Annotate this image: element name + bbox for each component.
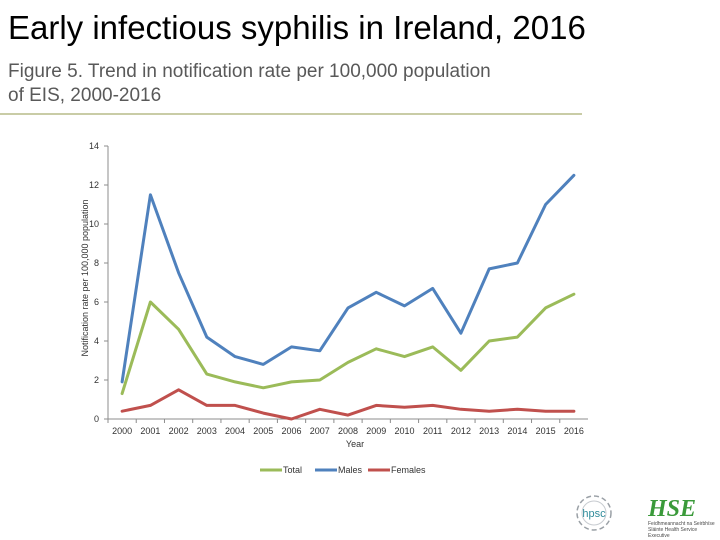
series-layer: [120, 173, 576, 421]
figure-caption-line-1: Figure 5. Trend in notification rate per…: [8, 61, 491, 82]
y-tick-label: 10: [89, 219, 99, 229]
x-tick-label: 2005: [253, 426, 273, 436]
hse-logo-caption: Feidhmeannacht na Seirbhíse Sláinte Heal…: [648, 521, 715, 539]
y-tick-label: 12: [89, 180, 99, 190]
x-tick-label: 2000: [112, 426, 132, 436]
x-tick-label: 2001: [140, 426, 160, 436]
hpsc-logo: hpsc: [570, 492, 618, 539]
chart-legend: Total Males Females: [260, 465, 426, 475]
y-tick-label: 8: [94, 258, 99, 268]
legend-label-total: Total: [283, 465, 302, 475]
series-line-males: [120, 173, 576, 384]
hse-logo-text: HSE: [648, 496, 696, 520]
x-tick-label: 2011: [423, 426, 442, 436]
y-tick-label: 6: [94, 297, 99, 307]
figure-caption-line-2: of EIS, 2000-2016: [8, 85, 162, 106]
series-line-females: [120, 388, 576, 421]
x-tick-label: 2007: [310, 426, 330, 436]
hse-logo: HSE: [647, 494, 708, 525]
hpsc-logo-text: hpsc: [582, 508, 606, 520]
x-tick-label: 2008: [338, 426, 358, 436]
y-tick-label: 0: [94, 414, 99, 424]
x-tick-label: 2015: [536, 426, 556, 436]
x-tick-label: 2004: [225, 426, 245, 436]
x-tick-label: 2012: [451, 426, 471, 436]
figure-caption: Figure 5. Trend in notification rate per…: [8, 60, 568, 108]
slide-title: Early infectious syphilis in Ireland, 20…: [8, 9, 586, 46]
y-axis-title: Notification rate per 100,000 population: [80, 199, 90, 356]
x-tick-label: 2013: [479, 426, 499, 436]
legend-label-females: Females: [391, 465, 426, 475]
x-axis-ticks: 2000 2001 2002 2003 2004 2005 2006 2007 2008 2009…: [107, 419, 584, 436]
x-tick-label: 2003: [197, 426, 217, 436]
y-tick-label: 14: [89, 141, 99, 151]
y-tick-label: 2: [94, 375, 99, 385]
legend-label-males: Males: [338, 465, 363, 475]
x-tick-label: 2016: [564, 426, 584, 436]
x-tick-label: 2014: [507, 426, 527, 436]
series-line-total: [120, 292, 576, 396]
y-tick-label: 4: [94, 336, 99, 346]
x-tick-label: 2006: [282, 426, 302, 436]
x-axis-title: Year: [346, 439, 364, 449]
x-tick-label: 2002: [169, 426, 189, 436]
title-divider: [0, 113, 582, 115]
x-tick-label: 2009: [366, 426, 386, 436]
x-tick-label: 2010: [394, 426, 414, 436]
y-axis-ticks: 0 2 4 6 8 10 12 14: [89, 141, 108, 424]
